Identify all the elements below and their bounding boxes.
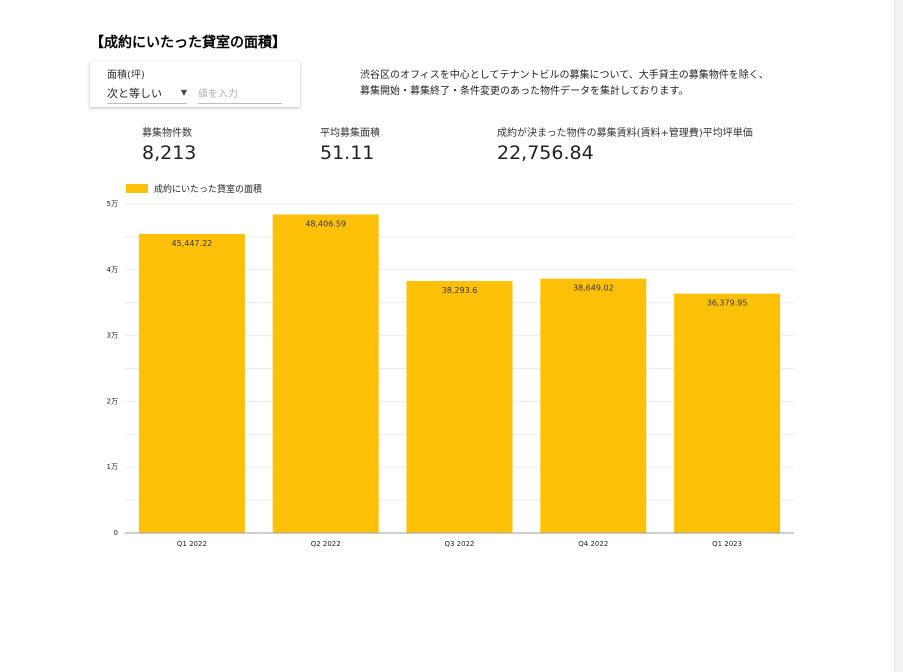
vertical-scrollbar[interactable] [894, 0, 903, 672]
bar[interactable] [272, 214, 379, 534]
legend-label: 成約にいたった貸室の面積 [154, 185, 263, 195]
x-tick-label: Q1 2023 [712, 540, 742, 548]
kpi-avg-area: 平均募集面積 51.11 [320, 124, 380, 164]
bar-value-label: 45,447.22 [172, 239, 213, 248]
kpi-avg-price-label: 成約が決まった物件の募集賃料(賃料+管理費)平均坪単価 [497, 128, 753, 139]
bar-value-label: 38,649.02 [573, 284, 614, 293]
filter-label: 面積(坪) [107, 70, 145, 81]
y-tick-label: 4万 [107, 266, 118, 274]
bar[interactable] [540, 278, 647, 533]
bar-value-label: 38,293.6 [442, 286, 478, 295]
area-filter-control: 面積(坪) 次と等しい ▼ [90, 61, 300, 107]
bar-value-label: 36,379.95 [707, 299, 748, 308]
chevron-down-icon: ▼ [180, 88, 187, 97]
chart-legend[interactable]: 成約にいたった貸室の面積 [126, 182, 262, 195]
bar[interactable] [138, 233, 245, 534]
bar-value-label: 48,406.59 [305, 219, 346, 228]
y-tick-label: 3万 [107, 332, 118, 340]
kpi-listings-value: 8,213 [142, 142, 197, 164]
kpi-listings: 募集物件数 8,213 [142, 124, 196, 164]
x-tick-label: Q3 2022 [444, 540, 474, 548]
x-tick-label: Q4 2022 [578, 540, 608, 548]
description-line-2: 募集開始・募集終了・条件変更のあった物件データを集計しております。 [360, 86, 689, 97]
kpi-avg-area-value: 51.11 [320, 142, 375, 164]
y-tick-label: 2万 [107, 397, 118, 405]
bar[interactable] [406, 281, 513, 533]
description-line-1: 渋谷区のオフィスを中心としてテナントビルの募集について、大手貸主の募集物件を除く… [360, 70, 769, 81]
y-tick-label: 5万 [107, 200, 118, 208]
kpi-avg-price: 成約が決まった物件の募集賃料(賃料+管理費)平均坪単価 22,756.84 [497, 124, 753, 164]
page-title: 【成約にいたった貸室の面積】 [90, 35, 286, 51]
filter-operator-dropdown[interactable]: 次と等しい ▼ [107, 85, 187, 104]
kpi-listings-label: 募集物件数 [142, 128, 192, 139]
filter-operator-value: 次と等しい [107, 87, 162, 100]
legend-swatch [126, 184, 148, 193]
bar[interactable] [674, 293, 781, 533]
kpi-avg-price-value: 22,756.84 [497, 142, 594, 164]
x-tick-label: Q1 2022 [177, 540, 207, 548]
y-tick-label: 0 [114, 529, 118, 537]
x-tick-label: Q2 2022 [311, 540, 341, 548]
kpi-avg-area-label: 平均募集面積 [320, 128, 380, 139]
report-description: 渋谷区のオフィスを中心としてテナントビルの募集について、大手貸主の募集物件を除く… [360, 68, 769, 100]
filter-value-input[interactable] [198, 85, 282, 104]
y-tick-label: 1万 [107, 463, 118, 471]
